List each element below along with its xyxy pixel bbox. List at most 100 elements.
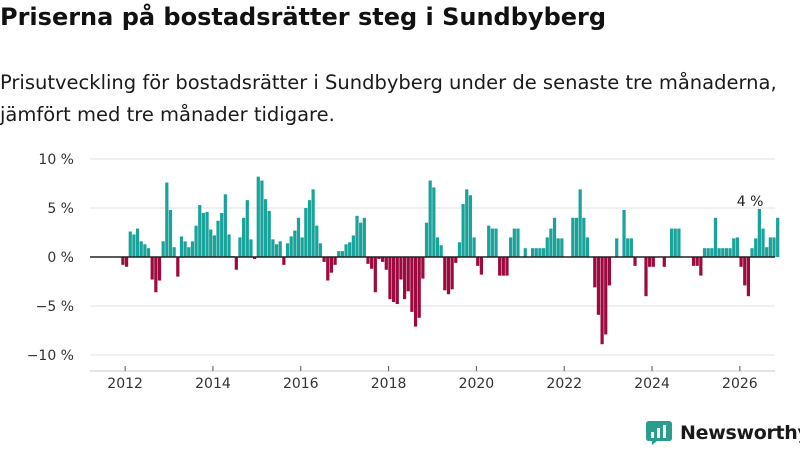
- bar: [388, 257, 392, 300]
- bar: [157, 257, 162, 281]
- bar: [260, 180, 264, 257]
- bar: [381, 257, 385, 262]
- bar: [194, 225, 198, 257]
- bar: [128, 231, 132, 257]
- bar: [768, 237, 772, 257]
- bar: [732, 238, 736, 257]
- bar: [326, 257, 330, 281]
- bar: [278, 241, 282, 257]
- bar: [765, 247, 769, 257]
- bar: [307, 200, 312, 257]
- bar: [176, 257, 180, 277]
- bar: [743, 257, 747, 286]
- bar: [604, 257, 608, 335]
- bar: [337, 251, 341, 257]
- bar: [600, 257, 604, 345]
- bar: [205, 211, 209, 257]
- x-tick-label: 2012: [107, 376, 143, 392]
- bar: [432, 187, 436, 257]
- bar: [421, 257, 425, 279]
- y-tick-label: −5 %: [36, 299, 74, 315]
- bar: [545, 237, 549, 257]
- bar: [223, 194, 227, 257]
- bar: [413, 257, 418, 327]
- bar: [355, 215, 359, 257]
- bar: [728, 248, 732, 257]
- bar: [691, 257, 696, 266]
- bar: [622, 209, 626, 257]
- bar: [454, 257, 458, 263]
- bar: [582, 217, 586, 257]
- bar: [468, 195, 473, 257]
- bar: [706, 248, 710, 257]
- chart-subtitle: Prisutveckling för bostadsrätter i Sundb…: [0, 71, 777, 126]
- bar: [370, 257, 374, 269]
- bar: [124, 257, 129, 267]
- bar: [776, 217, 780, 257]
- bar: [571, 217, 575, 257]
- bar: [406, 257, 410, 292]
- bar: [556, 238, 560, 257]
- bar: [311, 189, 315, 257]
- bar: [494, 228, 498, 257]
- bar: [457, 242, 462, 257]
- bar: [293, 230, 297, 257]
- bar: [190, 241, 195, 257]
- bar: [296, 217, 301, 257]
- bar: [146, 248, 151, 257]
- x-tick-label: 2016: [283, 376, 319, 392]
- bar: [201, 212, 206, 257]
- bar: [443, 257, 447, 291]
- bar: [695, 257, 699, 266]
- bar: [285, 243, 290, 257]
- bar: [487, 225, 491, 257]
- bar: [121, 257, 125, 265]
- bar: [135, 228, 140, 257]
- bar: [651, 257, 655, 267]
- bar: [351, 235, 355, 257]
- bar: [538, 248, 542, 257]
- x-tick-label: 2020: [459, 376, 495, 392]
- bar: [435, 237, 440, 257]
- bar: [344, 244, 348, 257]
- bar: [242, 217, 246, 257]
- bar: [721, 248, 725, 257]
- bar: [673, 228, 677, 257]
- bar: [340, 251, 345, 257]
- bars-layer: [121, 176, 780, 345]
- bar: [300, 237, 304, 257]
- bar: [552, 217, 557, 257]
- bar: [560, 238, 564, 257]
- bar: [534, 248, 538, 257]
- x-tick-label: 2018: [371, 376, 407, 392]
- bar: [757, 208, 761, 257]
- bar: [428, 180, 432, 257]
- bar: [761, 228, 765, 257]
- bar: [465, 189, 469, 257]
- bar: [271, 239, 275, 257]
- bar: [754, 238, 758, 257]
- bar: [209, 229, 213, 257]
- bar: [750, 248, 754, 257]
- bar: [476, 257, 480, 266]
- bar: [479, 257, 483, 275]
- bar: [267, 210, 271, 257]
- bar: [179, 236, 184, 257]
- bar: [523, 248, 527, 257]
- bar: [629, 238, 633, 257]
- bar: [402, 257, 407, 300]
- bar: [549, 228, 553, 257]
- bar: [633, 257, 637, 266]
- bar: [615, 238, 619, 257]
- bar: [249, 239, 253, 257]
- bar: [329, 257, 334, 273]
- bar: [395, 257, 399, 305]
- bar: [198, 205, 202, 257]
- bar: [501, 257, 505, 276]
- bar: [677, 228, 681, 257]
- bar: [410, 257, 414, 312]
- bar: [669, 228, 674, 257]
- bar: [377, 257, 381, 259]
- newsworthy-logo-icon: [646, 421, 672, 445]
- x-axis: 2012 2014 2016 2018 2020 2022 2024 2026: [90, 366, 775, 392]
